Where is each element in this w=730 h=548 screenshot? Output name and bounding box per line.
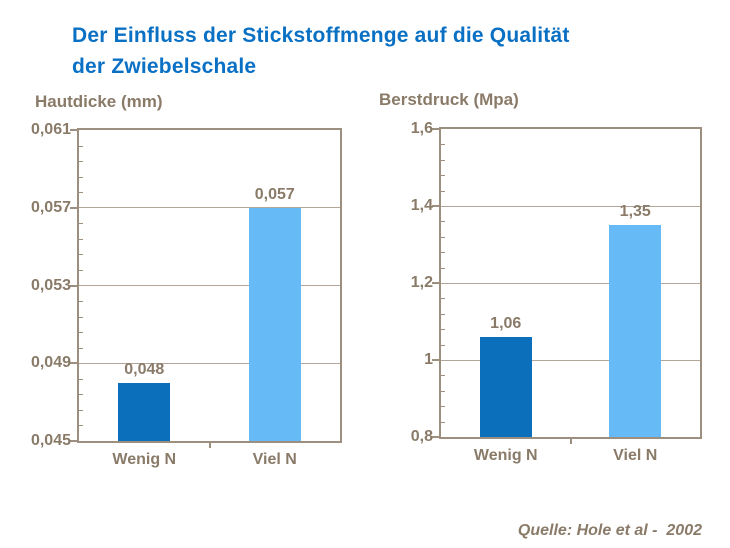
right-chart-plot-area: 0,8 1 1,2 1,4 1,6 1,06 Wenig N 1,35 Viel N <box>411 120 702 464</box>
bar-wenig-n <box>479 336 532 437</box>
gridline <box>441 359 700 361</box>
bar-value-label: 1,35 <box>619 203 651 221</box>
y-axis-minor-tick <box>441 421 445 423</box>
y-axis-tick <box>432 282 439 284</box>
bar-value-label: 1,06 <box>490 314 522 332</box>
y-axis-tick <box>70 206 77 209</box>
x-axis-tick <box>569 437 572 444</box>
y-axis-tick <box>432 128 439 130</box>
y-axis-minor-tick <box>441 406 445 408</box>
y-axis-label: 1,4 <box>410 197 433 214</box>
y-axis-minor-tick <box>79 176 83 178</box>
y-axis-tick <box>432 359 439 361</box>
source-citation: Quelle: Hole et al - 2002 <box>517 522 702 539</box>
y-axis-label: 0,8 <box>410 428 433 445</box>
y-axis-minor-tick <box>441 252 445 254</box>
y-axis-minor-tick <box>441 344 445 346</box>
y-axis-tick <box>70 284 77 287</box>
bar-wenig-n <box>118 382 171 441</box>
y-axis-minor-tick <box>79 332 83 334</box>
y-axis-minor-tick <box>441 313 445 315</box>
y-axis-label: 0,061 <box>30 121 71 138</box>
bar-value-label: 0,048 <box>124 360 165 378</box>
y-axis-minor-tick <box>79 254 83 256</box>
y-axis-minor-tick <box>79 394 83 396</box>
y-axis-tick <box>70 440 77 442</box>
y-axis-label: 0,049 <box>30 354 71 372</box>
bar-value-label: 0,057 <box>254 185 295 203</box>
y-axis-minor-tick <box>79 425 83 427</box>
y-axis-minor-tick <box>441 236 445 238</box>
y-axis-label: 0,057 <box>30 198 71 216</box>
gridline <box>79 362 340 364</box>
y-axis-minor-tick <box>79 301 83 303</box>
y-axis-minor-tick <box>79 145 83 147</box>
gridline <box>79 207 340 209</box>
y-axis-minor-tick <box>79 409 83 411</box>
bar-viel-n <box>609 225 662 437</box>
y-axis-minor-tick <box>79 316 83 318</box>
y-axis-minor-tick <box>441 390 445 392</box>
y-axis-minor-tick <box>79 192 83 194</box>
y-axis-label: 1,6 <box>410 120 433 137</box>
y-axis-label: 0,053 <box>30 276 71 294</box>
page-title: Der Einfluss der Stickstoffmenge auf die… <box>72 20 692 82</box>
title-line-2: der Zwiebelschale <box>72 55 257 78</box>
y-axis-minor-tick <box>79 347 83 349</box>
y-axis-minor-tick <box>79 269 83 271</box>
gridline <box>79 285 340 286</box>
y-axis-minor-tick <box>441 221 445 223</box>
right-chart-title: Berstdruck (Mpa) <box>379 90 519 109</box>
y-axis-label: 0,045 <box>30 432 71 449</box>
x-axis-tick <box>208 441 211 448</box>
y-axis-tick <box>70 362 77 365</box>
y-axis-minor-tick <box>441 267 445 269</box>
y-axis-minor-tick <box>79 223 83 225</box>
y-axis-minor-tick <box>79 161 83 163</box>
left-chart-plot-area: 0,045 0,049 0,053 0,057 0,061 0,048 Wenig N 0,0… <box>31 121 342 468</box>
gridline <box>441 205 700 207</box>
y-axis-minor-tick <box>441 159 445 161</box>
y-axis-tick <box>70 129 77 131</box>
left-chart-title: Hautdicke (mm) <box>35 92 163 111</box>
y-axis-minor-tick <box>441 175 445 177</box>
y-axis-minor-tick <box>79 378 83 380</box>
category-label: Viel N <box>252 451 297 468</box>
title-line-1: Der Einfluss der Stickstoffmenge auf die… <box>72 24 570 47</box>
y-axis-minor-tick <box>441 190 445 192</box>
y-axis-label: 1,2 <box>410 274 433 291</box>
y-axis-minor-tick <box>79 238 83 240</box>
y-axis-tick <box>432 436 439 438</box>
category-label: Wenig N <box>473 447 538 464</box>
y-axis-minor-tick <box>441 298 445 300</box>
y-axis-minor-tick <box>441 329 445 331</box>
gridline <box>441 282 700 284</box>
y-axis-minor-tick <box>441 144 445 146</box>
bar-viel-n <box>248 207 301 441</box>
category-label: Viel N <box>613 447 658 464</box>
category-label: Wenig N <box>112 451 177 468</box>
y-axis-label: 1 <box>424 351 433 368</box>
y-axis-tick <box>432 205 439 207</box>
y-axis-minor-tick <box>441 375 445 377</box>
